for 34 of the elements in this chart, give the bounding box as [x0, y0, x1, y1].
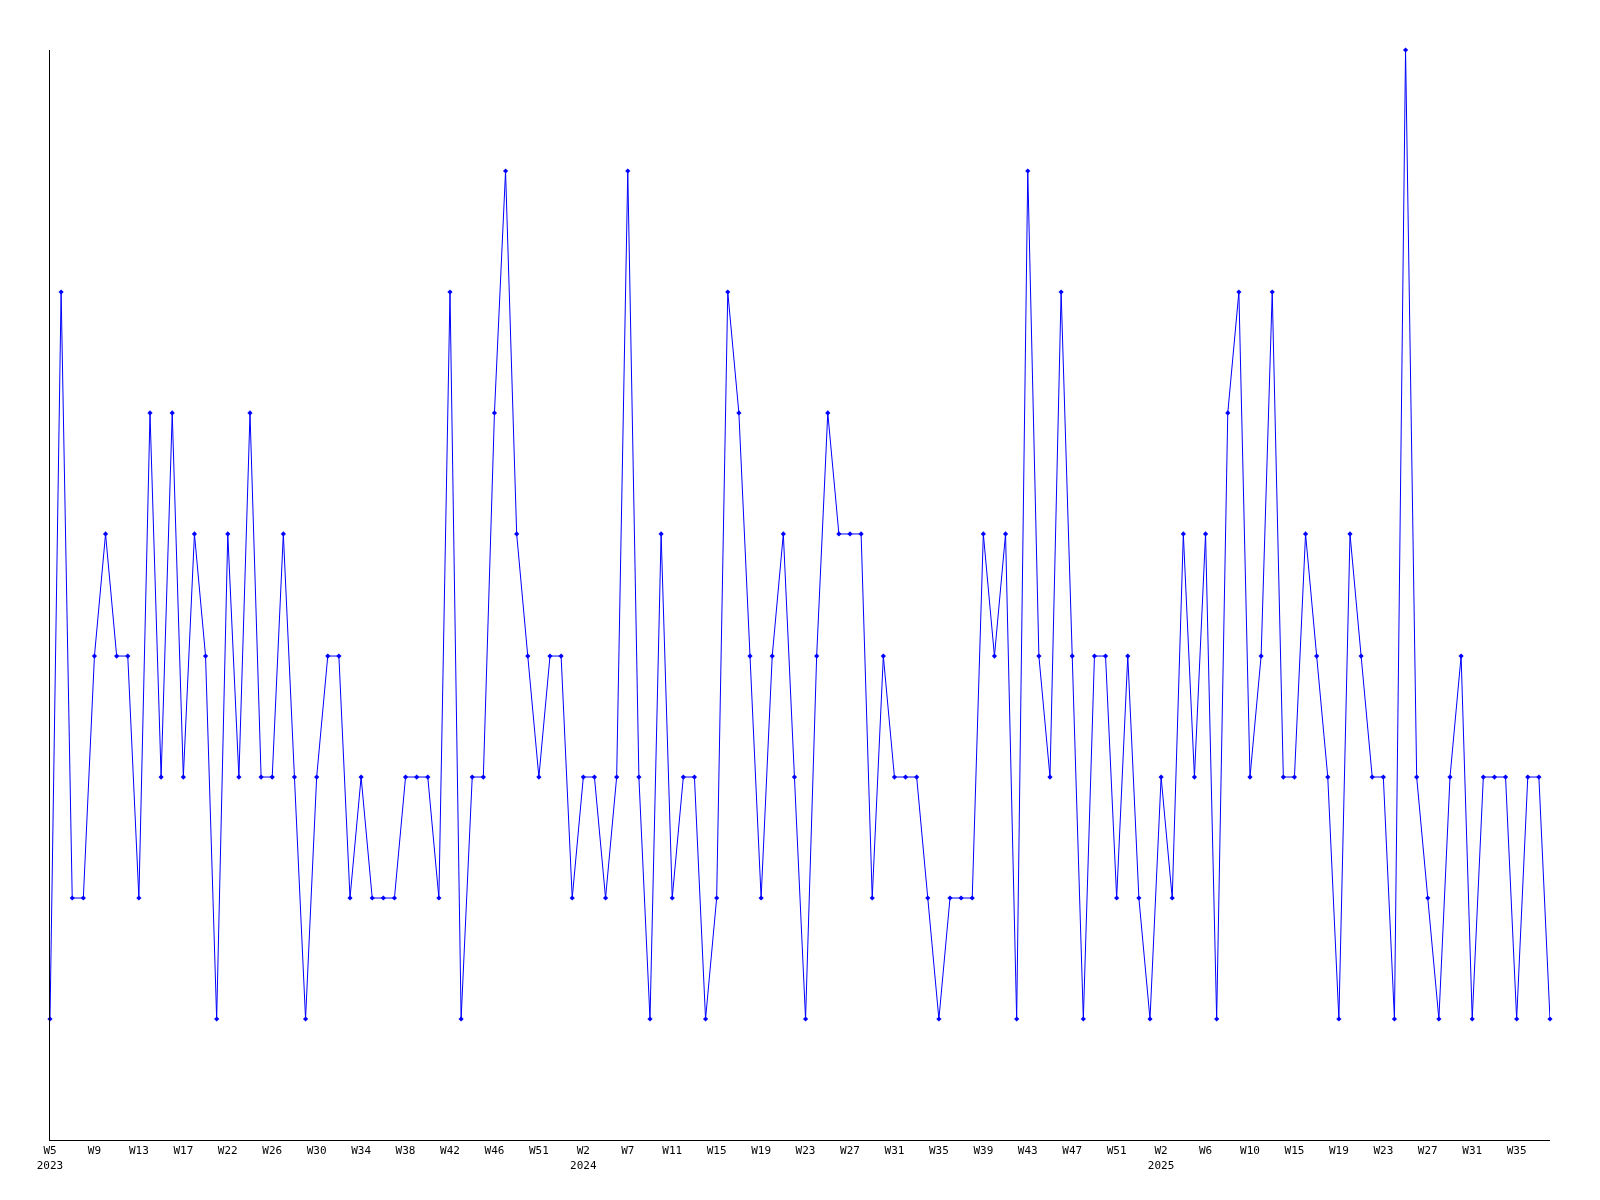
x-tick-label: W42	[440, 1144, 460, 1158]
x-tick-label: W23	[795, 1144, 816, 1158]
x-tick-label: W6	[1198, 1144, 1213, 1158]
x-tick-label: W10	[1240, 1144, 1260, 1158]
x-tick-label: W2 2025	[1147, 1144, 1175, 1172]
x-tick-label: W39	[973, 1144, 994, 1158]
x-tick-label: W19	[751, 1144, 772, 1158]
x-tick-label: W31	[1462, 1144, 1483, 1158]
x-tick-label: W19	[1328, 1144, 1349, 1158]
x-tick-label: W11	[662, 1144, 683, 1158]
x-tick-label: W13	[128, 1144, 149, 1158]
x-tick-label: W46	[484, 1144, 505, 1158]
x-tick-label: W35	[1506, 1144, 1527, 1158]
x-tick-label: W7	[621, 1144, 635, 1158]
x-tick-label: W5 2023	[36, 1144, 64, 1172]
x-tick-label: W15	[706, 1144, 727, 1158]
x-tick-label: W27	[840, 1144, 860, 1158]
x-tick-label: W22	[217, 1144, 238, 1158]
x-tick-label: W31	[884, 1144, 905, 1158]
x-tick-label: W34	[351, 1144, 372, 1158]
x-tick-label: W9	[87, 1144, 102, 1158]
x-tick-label: W26	[262, 1144, 283, 1158]
x-tick-label: W23	[1373, 1144, 1394, 1158]
x-tick-label: W15	[1284, 1144, 1305, 1158]
x-tick-label: W51	[528, 1144, 549, 1158]
x-tick-label: W47	[1062, 1144, 1083, 1158]
x-tick-label: W27	[1417, 1144, 1438, 1158]
x-tick-label: W43	[1017, 1144, 1038, 1158]
x-tick-label: W38	[395, 1144, 416, 1158]
x-tick-label: W17	[173, 1144, 194, 1158]
x-tick-label: W30	[306, 1144, 327, 1158]
x-tick-label: W51	[1106, 1144, 1127, 1158]
x-tick-label: W2 2024	[570, 1144, 597, 1172]
x-tick-label: W35	[928, 1144, 949, 1158]
